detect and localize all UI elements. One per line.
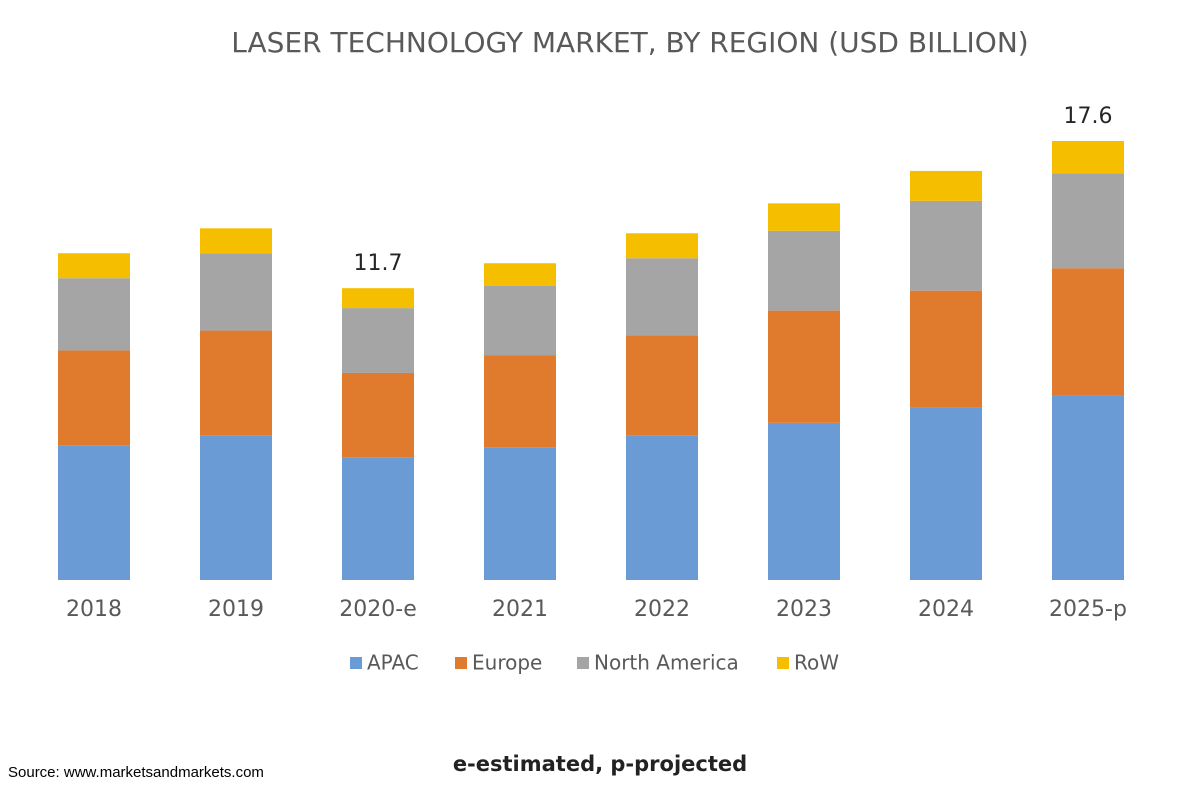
bar-segment [910, 200, 982, 291]
chart-title: LASER TECHNOLOGY MARKET, BY REGION (USD … [231, 26, 1028, 59]
legend-swatch [577, 657, 589, 669]
x-tick-label: 2021 [492, 597, 548, 622]
bar-segment [1052, 141, 1124, 174]
bar-segment [484, 285, 556, 356]
bar-segment [626, 233, 698, 259]
bar-segment [1052, 173, 1124, 269]
bar-segment [768, 230, 840, 311]
x-tick-label: 2020-e [339, 597, 416, 622]
bar-segment [58, 350, 130, 446]
bar-segment [200, 330, 272, 436]
bar-segment [1052, 268, 1124, 396]
source: Source: www.marketsandmarkets.com [8, 764, 264, 781]
bar-segment [58, 445, 130, 580]
bar-segment [768, 203, 840, 231]
bar-segment [342, 372, 414, 458]
legend-label: Europe [472, 651, 542, 675]
bar-segment [768, 310, 840, 423]
bar-segment [342, 457, 414, 580]
bar-segment [200, 228, 272, 254]
bar-segment [342, 288, 414, 309]
total-label: 11.7 [354, 251, 403, 276]
x-tick-label: 2018 [66, 597, 122, 622]
bar-segment [484, 447, 556, 580]
legend-swatch [455, 657, 467, 669]
x-tick-label: 2024 [918, 597, 974, 622]
x-tick-label: 2025-p [1049, 597, 1127, 622]
bar-segment [1052, 395, 1124, 580]
bar-segment [626, 335, 698, 436]
footnote: e-estimated, p-projected [453, 752, 747, 776]
bar-segment [910, 407, 982, 580]
bar-segment [626, 435, 698, 580]
x-tick-label: 2023 [776, 597, 832, 622]
bar-segment [910, 290, 982, 408]
bar-segment [910, 170, 982, 201]
x-tick-label: 2019 [208, 597, 264, 622]
x-tick-label: 2022 [634, 597, 690, 622]
bar-segment [58, 278, 130, 351]
bar-segment [484, 263, 556, 286]
bar-segment [484, 355, 556, 448]
legend-swatch [350, 657, 362, 669]
bar-segment [200, 253, 272, 331]
legend-swatch [777, 657, 789, 669]
bar-segment [200, 435, 272, 580]
legend-label: APAC [367, 651, 419, 675]
bar-segment [342, 308, 414, 373]
legend-label: North America [594, 651, 739, 675]
total-label: 17.6 [1064, 104, 1113, 129]
legend-label: RoW [794, 651, 839, 675]
bar-segment [626, 258, 698, 336]
bar-segment [58, 253, 130, 279]
bar-segment [768, 422, 840, 580]
